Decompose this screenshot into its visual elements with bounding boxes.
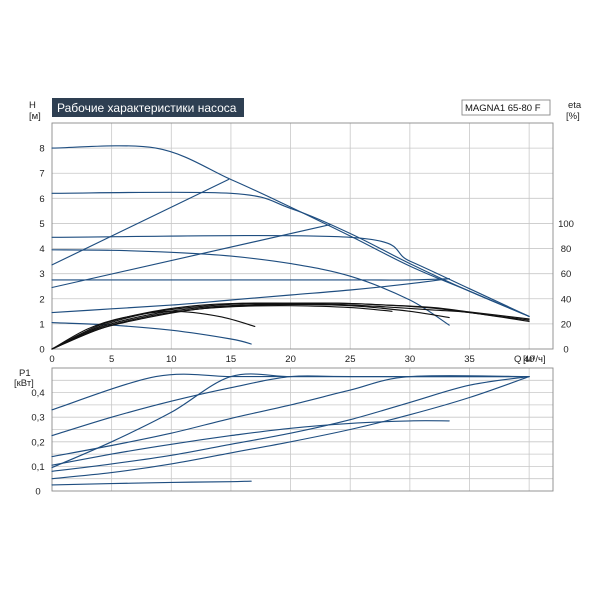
chart-title: Рабочие характеристики насоса xyxy=(57,101,237,115)
title-background xyxy=(52,98,244,117)
eta-y-tick: 100 xyxy=(558,219,574,230)
flow-axis-unit: [м³/ч] xyxy=(523,354,546,365)
flow-x-tick: 5 xyxy=(109,354,114,365)
power-curve-5 xyxy=(51,376,530,472)
power-panel: 0 0,1 0,2 0,3 0,4 xyxy=(31,367,554,498)
power-curve-7 xyxy=(51,480,252,486)
power-y-tick: 0,4 xyxy=(31,388,44,399)
flow-x-tick: 20 xyxy=(285,354,296,365)
eta-axis-label: eta xyxy=(568,100,582,111)
eta-y-tick: 80 xyxy=(561,244,572,255)
head-curve-6 xyxy=(51,278,450,314)
head-y-tick: 5 xyxy=(39,219,44,230)
flow-x-tick: 15 xyxy=(226,354,237,365)
efficiency-curve-4 xyxy=(51,303,530,350)
power-axis-unit: [кВт] xyxy=(14,378,34,389)
power-curve-6 xyxy=(51,376,530,480)
head-curve-7 xyxy=(51,322,252,345)
head-curve-4 xyxy=(51,249,450,326)
power-panel-frame xyxy=(51,367,554,492)
eta-y-tick: 60 xyxy=(561,269,572,280)
eta-y-tick: 0 xyxy=(563,345,568,356)
model-box-frame xyxy=(461,99,551,116)
head-y-tick: 1 xyxy=(39,319,44,330)
head-curve-2 xyxy=(51,191,530,317)
head-curve-5 xyxy=(51,278,450,281)
power-curve-4 xyxy=(51,420,450,466)
head-y-tick: 0 xyxy=(39,345,44,356)
head-y-tick: 6 xyxy=(39,194,44,205)
flow-x-tick: 0 xyxy=(49,354,54,365)
efficiency-curve-6 xyxy=(51,302,530,350)
model-label-box: MAGNA1 65-80 F xyxy=(461,99,551,116)
flow-x-tick: 35 xyxy=(464,354,475,365)
flow-x-tick: 30 xyxy=(405,354,416,365)
power-grid xyxy=(52,368,553,491)
power-y-tick: 0 xyxy=(35,487,40,498)
eta-y-tick: 20 xyxy=(561,319,572,330)
system-line-2 xyxy=(51,224,331,289)
chart-title-banner: Рабочие характеристики насоса xyxy=(52,98,244,117)
efficiency-curve-3 xyxy=(51,303,450,350)
head-grid xyxy=(52,123,553,349)
eta-y-tick: 40 xyxy=(561,294,572,305)
head-y-tick: 8 xyxy=(39,144,44,155)
power-curve-8 xyxy=(51,373,530,469)
head-y-tick: 7 xyxy=(39,169,44,180)
head-y-tick: 3 xyxy=(39,269,44,280)
model-label: MAGNA1 65-80 F xyxy=(465,103,541,114)
head-axis-unit: [м] xyxy=(29,111,41,122)
head-y-tick: 2 xyxy=(39,294,44,305)
power-axis-label: P1 xyxy=(19,368,31,379)
head-y-tick: 4 xyxy=(39,244,44,255)
eta-axis-unit: [%] xyxy=(566,111,580,122)
head-panel-frame xyxy=(51,122,554,350)
head-curve-3 xyxy=(51,234,530,317)
head-axis-label: H xyxy=(29,100,36,111)
flow-x-tick: 40 xyxy=(524,354,535,365)
system-line-1 xyxy=(51,178,230,266)
flow-x-tick: 10 xyxy=(166,354,177,365)
flow-axis-label: Q xyxy=(514,354,521,365)
power-y-tick: 0,3 xyxy=(31,413,44,424)
flow-x-tick: 25 xyxy=(345,354,356,365)
power-y-tick: 0,2 xyxy=(31,437,44,448)
power-y-tick: 0,1 xyxy=(31,462,44,473)
